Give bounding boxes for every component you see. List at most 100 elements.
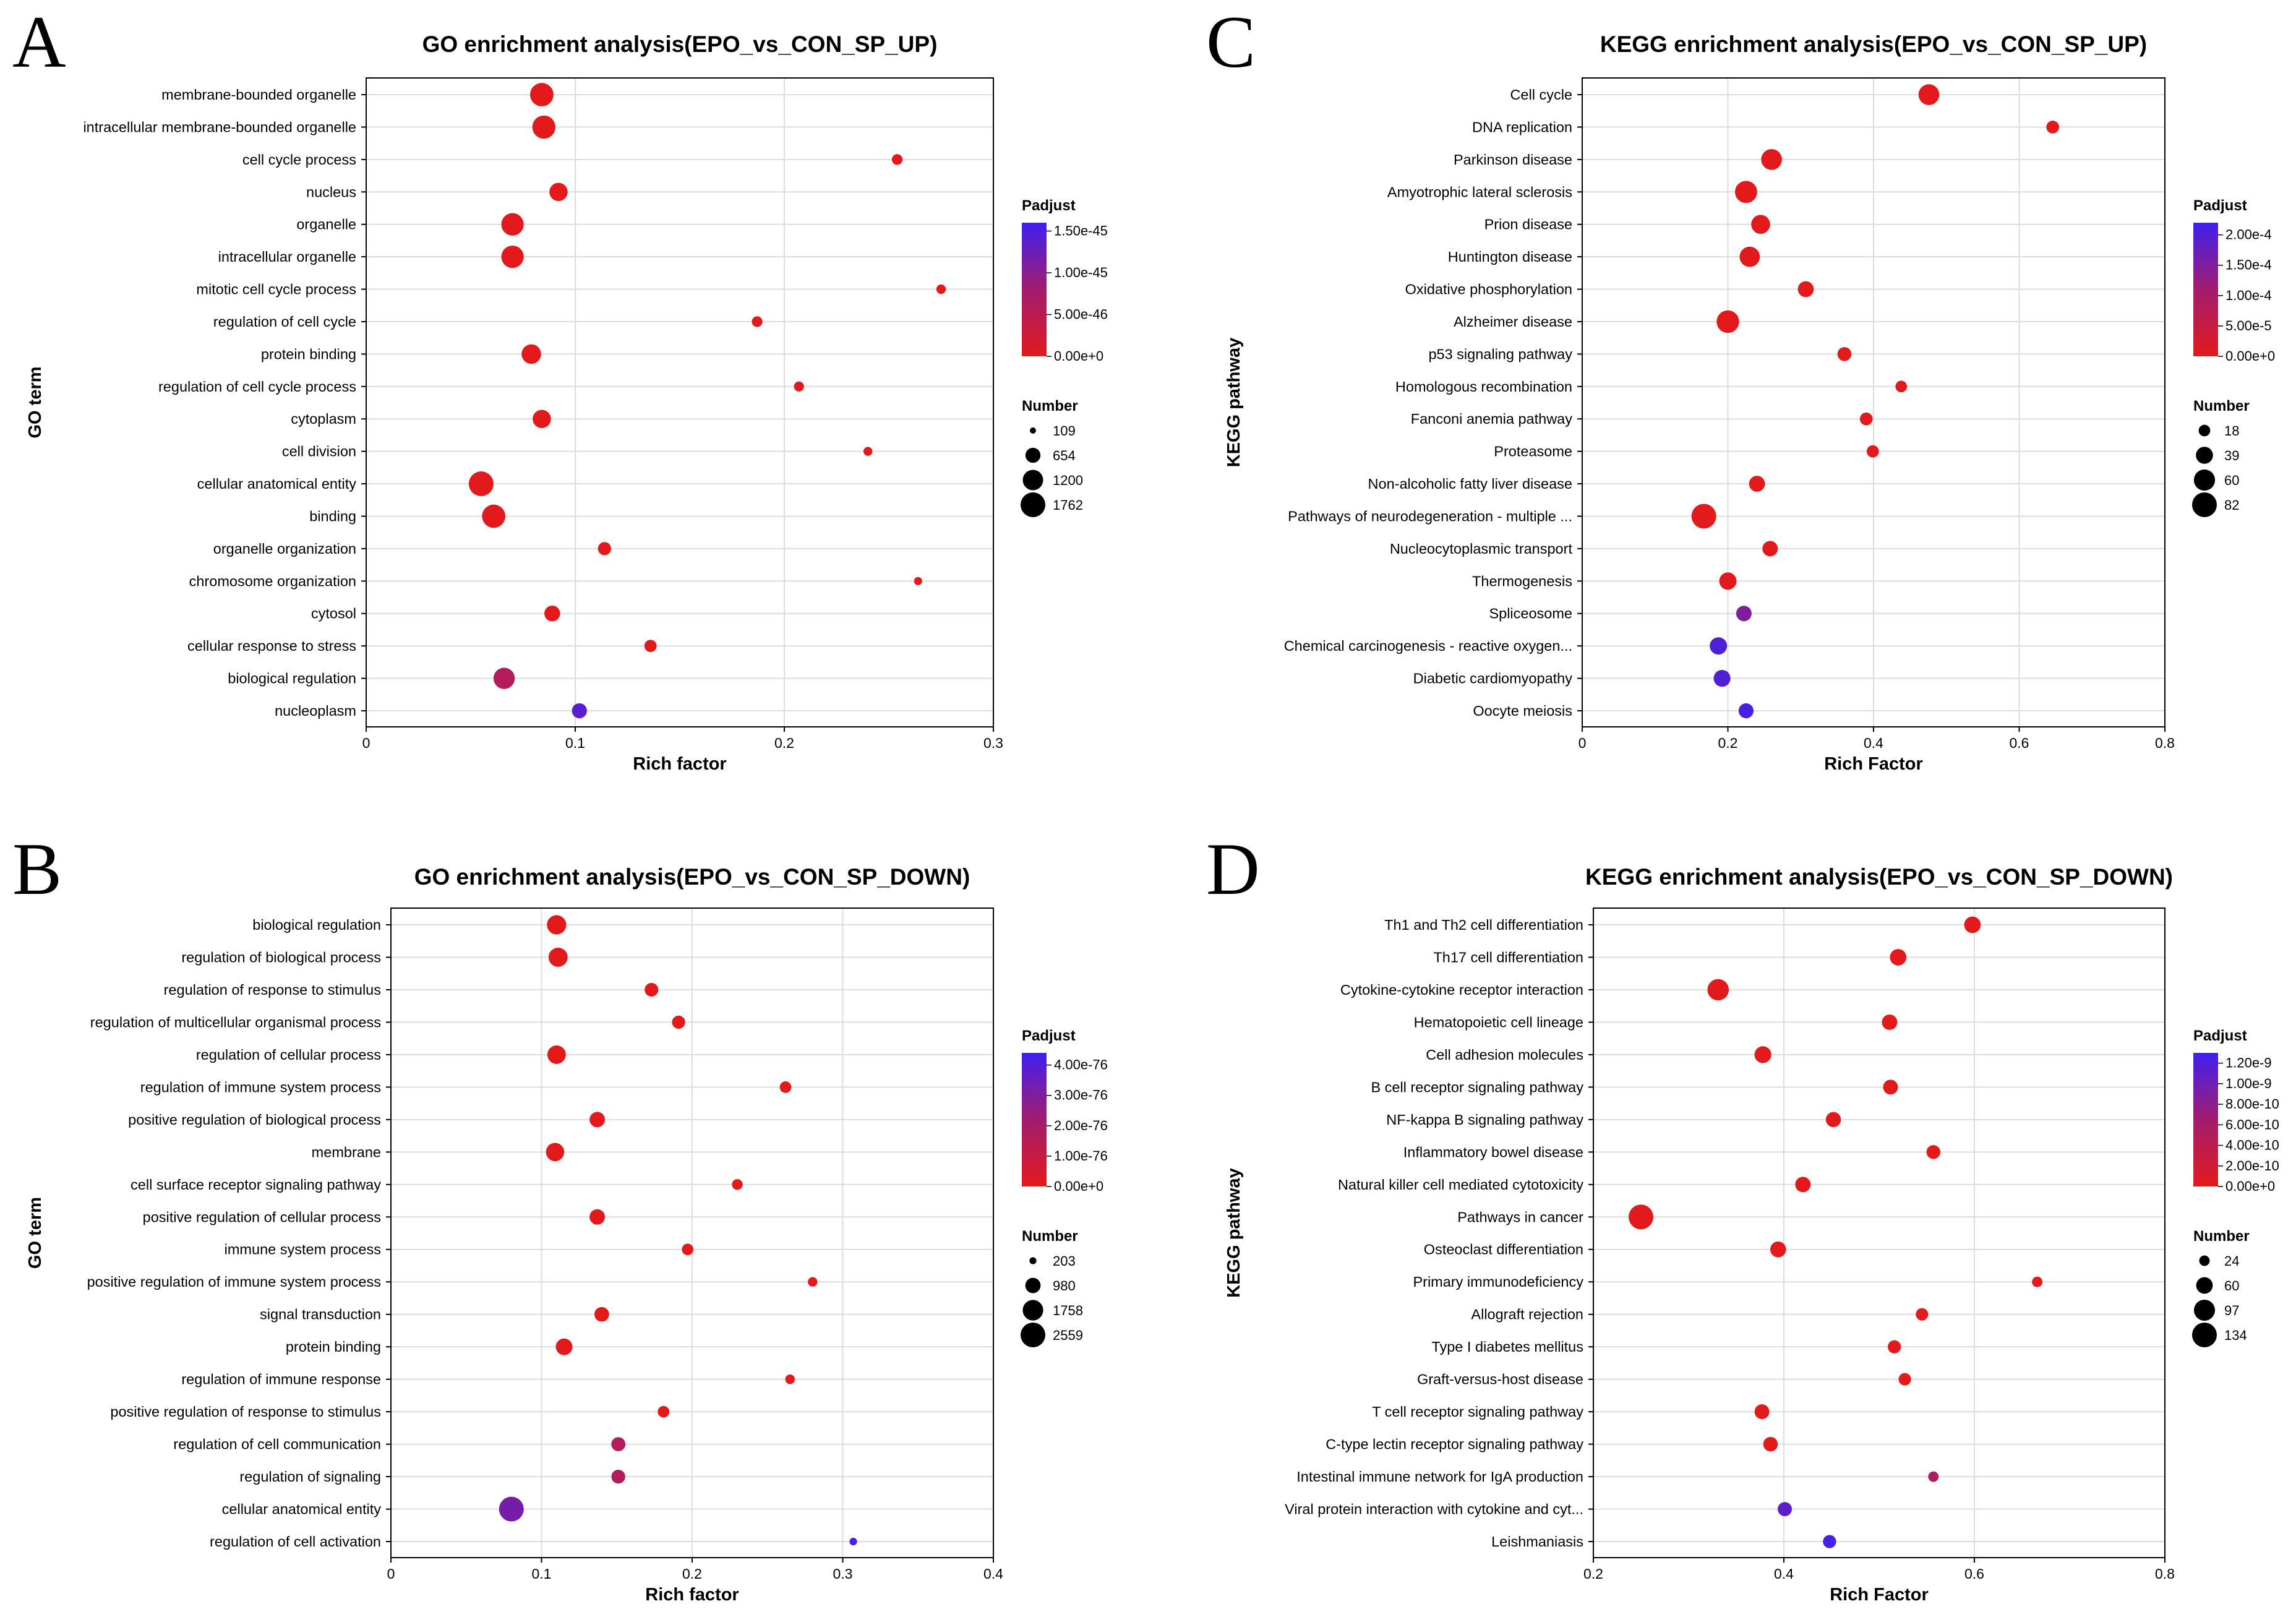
data-point <box>863 447 873 456</box>
legend-size-title: Number <box>2193 1228 2250 1245</box>
category-label: Cell adhesion molecules <box>1426 1047 1583 1063</box>
data-point <box>1837 347 1852 361</box>
category-label: regulation of biological process <box>181 949 381 965</box>
data-point <box>1763 1436 1778 1452</box>
legend-color-title: Padjust <box>1022 197 1076 214</box>
category-label: Cell cycle <box>1510 87 1572 103</box>
chart-title: GO enrichment analysis(EPO_vs_CON_SP_DOW… <box>414 864 970 890</box>
legend-size-marker <box>2196 447 2213 464</box>
data-point <box>1761 149 1782 170</box>
category-label: cytoplasm <box>291 411 356 427</box>
legend-color-tick-label: 0.00e+0 <box>2225 348 2275 364</box>
category-label: cell division <box>282 444 356 460</box>
data-point <box>1928 1471 1939 1482</box>
category-label: positive regulation of biological proces… <box>128 1112 381 1128</box>
legend-color-tick-label: 1.00e-9 <box>2225 1076 2272 1091</box>
category-label: Proteasome <box>1494 444 1572 460</box>
category-label: Natural killer cell mediated cytotoxicit… <box>1338 1177 1583 1193</box>
category-label: Pathways of neurodegeneration - multiple… <box>1288 508 1572 524</box>
legend-color-tick-label: 2.00e-4 <box>2225 227 2272 242</box>
legend-size-marker <box>1029 1257 1037 1264</box>
legend-size-label: 18 <box>2224 423 2239 439</box>
category-label: Thermogenesis <box>1472 573 1572 589</box>
category-label: regulation of immune response <box>181 1371 381 1388</box>
data-point <box>752 316 763 327</box>
panel-C: C KEGG enrichment analysis(EPO_vs_CON_SP_… <box>1206 1 2275 774</box>
legend-size-marker <box>1025 447 1041 463</box>
category-label: positive regulation of cellular process <box>143 1209 381 1225</box>
data-point <box>1710 637 1728 655</box>
category-label: regulation of cell cycle <box>213 314 356 330</box>
legend-color-bar <box>2193 1053 2218 1186</box>
data-point <box>1762 541 1778 557</box>
data-point <box>682 1243 694 1256</box>
legend-size-label: 60 <box>2224 473 2239 488</box>
legend-size-label: 654 <box>1053 448 1076 463</box>
category-label: regulation of cell cycle process <box>158 379 356 395</box>
data-point <box>936 284 946 294</box>
legend-color-tick-label: 0.00e+0 <box>1054 1178 1103 1194</box>
legend-size-marker <box>2193 469 2216 491</box>
category-label: cell cycle process <box>242 152 356 168</box>
x-tick-label: 0.3 <box>983 735 1003 751</box>
category-label: nucleoplasm <box>275 703 356 719</box>
data-point <box>672 1015 685 1029</box>
data-point <box>468 471 494 497</box>
category-label: Chemical carcinogenesis - reactive oxyge… <box>1284 638 1572 654</box>
data-point <box>499 1496 524 1522</box>
data-point <box>1916 1308 1929 1321</box>
category-label: Th1 and Th2 cell differentiation <box>1384 917 1583 933</box>
data-point <box>645 982 659 997</box>
category-label: T cell receptor signaling pathway <box>1372 1404 1583 1420</box>
category-label: positive regulation of immune system pro… <box>87 1274 381 1290</box>
legend-size-title: Number <box>1022 398 1078 414</box>
legend-size-marker <box>1021 492 1045 517</box>
category-label: Intestinal immune network for IgA produc… <box>1296 1469 1583 1485</box>
legend-size-label: 1762 <box>1053 497 1083 513</box>
chart-title: KEGG enrichment analysis(EPO_vs_CON_SP_D… <box>1585 864 2173 890</box>
legend-size-marker <box>1030 427 1036 434</box>
legend-size-marker <box>2193 1299 2216 1321</box>
data-point <box>2032 1276 2043 1287</box>
x-tick-label: 0.1 <box>565 735 585 751</box>
category-label: cytosol <box>311 606 356 622</box>
data-point <box>546 1143 565 1162</box>
legend-size-label: 24 <box>2224 1253 2239 1269</box>
panel-label: A <box>12 1 66 83</box>
x-tick-label: 0.6 <box>1964 1566 1984 1582</box>
category-label: cellular response to stress <box>187 638 356 654</box>
data-point <box>1882 1014 1898 1030</box>
data-point <box>1738 703 1754 719</box>
category-label: Graft-versus-host disease <box>1417 1371 1583 1388</box>
x-axis-label: Rich factor <box>633 754 726 774</box>
legend-size-marker <box>1021 1323 1045 1347</box>
panel-label: D <box>1206 828 1260 910</box>
category-label: Leishmaniasis <box>1491 1534 1583 1550</box>
category-label: regulation of immune system process <box>140 1079 381 1095</box>
data-point <box>1823 1535 1836 1548</box>
category-label: regulation of cell activation <box>210 1534 381 1550</box>
data-point <box>1895 380 1908 393</box>
category-label: signal transduction <box>260 1307 381 1323</box>
category-label: Homologous recombination <box>1395 379 1572 395</box>
plot-frame <box>1593 907 2165 1558</box>
category-label: Nucleocytoplasmic transport <box>1390 541 1573 557</box>
data-point <box>521 344 541 364</box>
data-point <box>1707 979 1729 1001</box>
legend-color-bar <box>1022 223 1047 356</box>
data-point <box>1859 412 1873 426</box>
category-label: Spliceosome <box>1489 606 1572 622</box>
data-point <box>589 1209 606 1225</box>
data-point <box>849 1537 857 1546</box>
category-label: Amyotrophic lateral sclerosis <box>1387 184 1572 200</box>
category-label: Viral protein interaction with cytokine … <box>1285 1501 1583 1517</box>
panel-D: D KEGG enrichment analysis(EPO_vs_CON_SP_… <box>1206 828 2279 1605</box>
x-tick-label: 0.8 <box>2155 1566 2175 1582</box>
data-point <box>658 1405 670 1418</box>
x-tick-label: 0.2 <box>682 1566 702 1582</box>
category-label: membrane-bounded organelle <box>161 87 356 103</box>
x-tick-label: 0.3 <box>833 1566 853 1582</box>
category-label: Oocyte meiosis <box>1473 703 1572 719</box>
data-point <box>532 115 555 139</box>
